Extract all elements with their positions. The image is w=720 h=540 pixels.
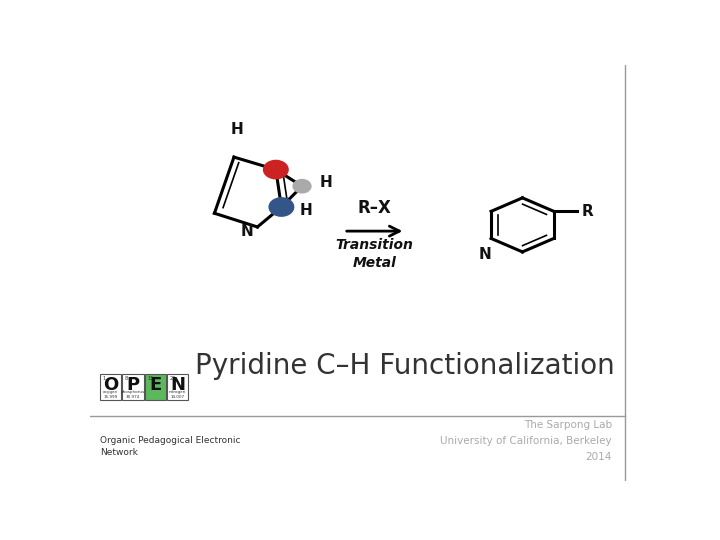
Text: O: O <box>103 375 118 394</box>
Text: Transition
Metal: Transition Metal <box>336 238 413 269</box>
Text: 15: 15 <box>147 376 153 381</box>
FancyBboxPatch shape <box>167 374 188 400</box>
Text: N: N <box>479 247 492 262</box>
Text: P: P <box>127 375 140 394</box>
Text: E: E <box>149 375 161 394</box>
FancyBboxPatch shape <box>100 374 121 400</box>
Text: H: H <box>300 203 312 218</box>
Text: H: H <box>230 122 243 137</box>
Text: Pyridine C–H Functionalization: Pyridine C–H Functionalization <box>195 352 615 380</box>
Text: H: H <box>320 176 333 191</box>
Text: 8: 8 <box>125 376 128 381</box>
FancyBboxPatch shape <box>122 374 143 400</box>
Text: R–X: R–X <box>358 199 392 217</box>
Text: R: R <box>582 204 593 219</box>
Text: 1: 1 <box>102 376 106 381</box>
FancyBboxPatch shape <box>145 374 166 400</box>
Text: phosphorus
30.974: phosphorus 30.974 <box>121 390 145 399</box>
Text: The Sarpong Lab
University of California, Berkeley
2014: The Sarpong Lab University of California… <box>440 421 612 462</box>
Text: nitrogen
14.007: nitrogen 14.007 <box>169 390 186 399</box>
Circle shape <box>264 160 288 179</box>
Text: Organic Pedagogical Electronic
Network: Organic Pedagogical Electronic Network <box>100 436 240 457</box>
Circle shape <box>293 180 311 193</box>
Circle shape <box>269 198 294 216</box>
Text: N: N <box>170 375 185 394</box>
Text: oxygen
15.999: oxygen 15.999 <box>103 390 118 399</box>
Text: N: N <box>241 224 253 239</box>
Text: 22: 22 <box>169 376 176 381</box>
